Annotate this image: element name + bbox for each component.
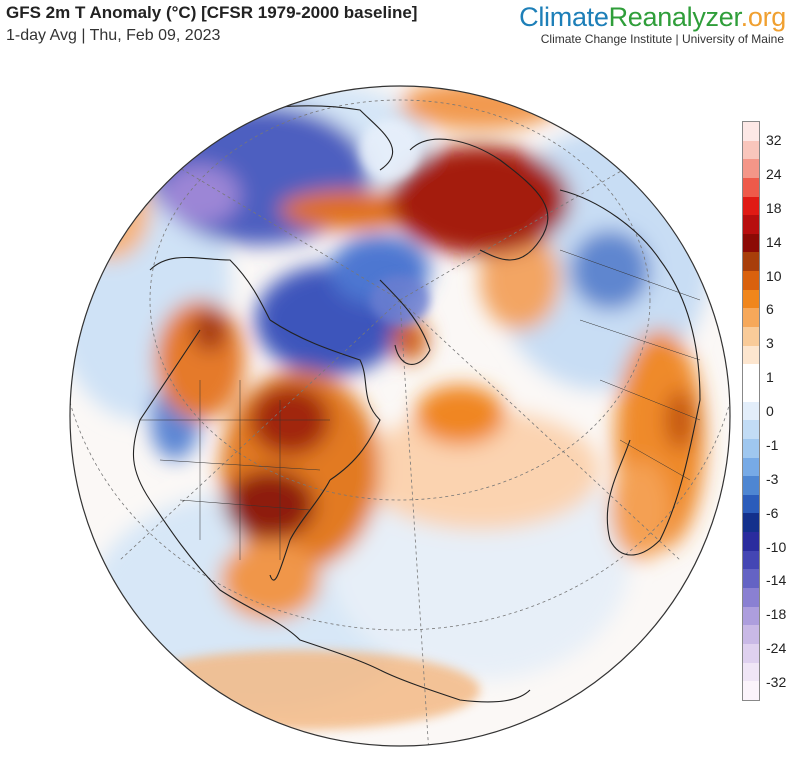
legend-swatch — [743, 289, 759, 309]
legend-tick-label: -3 — [766, 470, 779, 487]
legend-swatch — [743, 681, 759, 700]
affiliation: Climate Change Institute | University of… — [540, 32, 784, 46]
legend-swatch — [743, 364, 759, 383]
brand-climate: Climate — [519, 2, 609, 32]
legend-swatch — [743, 532, 759, 551]
legend-tick-label: 24 — [766, 165, 782, 182]
legend-tick-label: -1 — [766, 436, 779, 453]
legend-swatch — [743, 159, 759, 178]
legend-swatch — [743, 457, 759, 477]
legend-swatch — [743, 382, 759, 402]
legend-tick-label: -24 — [766, 640, 787, 657]
legend-tick-label: -32 — [766, 674, 787, 690]
legend-tick-label: -18 — [766, 606, 787, 623]
legend-tick-label: 14 — [766, 233, 782, 250]
legend-swatch — [743, 625, 759, 644]
globe-surface — [70, 86, 730, 746]
legend-tick-label: 0 — [766, 403, 774, 419]
legend-tick-label: 32 — [766, 132, 782, 148]
legend-swatch — [743, 494, 759, 514]
legend-swatch — [743, 345, 759, 365]
legend-swatch — [743, 327, 759, 346]
legend-tick-label: 6 — [766, 301, 774, 318]
legend-tick-label: 10 — [766, 267, 782, 284]
subtitle: 1-day Avg | Thu, Feb 09, 2023 — [6, 27, 221, 44]
legend-swatch — [743, 569, 759, 589]
graticule — [70, 86, 730, 746]
legend-swatch — [743, 271, 759, 290]
legend-tick-label: -6 — [766, 504, 779, 521]
legend-tick-label: 1 — [766, 369, 774, 386]
legend-swatch — [743, 588, 759, 607]
brand-logo[interactable]: ClimateReanalyzer.org — [519, 2, 786, 33]
brand-org: .org — [740, 2, 787, 32]
anomaly-globe-map — [69, 85, 731, 747]
legend-swatch — [743, 177, 759, 197]
legend-tick-label: 3 — [766, 335, 774, 352]
title: GFS 2m T Anomaly (°C) [CFSR 1979-2000 ba… — [6, 3, 418, 22]
legend-swatch — [743, 662, 759, 682]
color-scale-legend — [742, 121, 760, 701]
legend-swatch — [743, 476, 759, 495]
legend-tick-label: -14 — [766, 572, 787, 589]
legend-swatch — [743, 438, 759, 458]
legend-swatch — [743, 401, 759, 421]
legend-tick-label: -10 — [766, 538, 787, 555]
legend-swatch — [743, 252, 759, 272]
globe-outline — [69, 85, 731, 747]
legend-swatch — [743, 122, 759, 141]
legend-swatch — [743, 643, 759, 663]
brand-reanalyzer: Reanalyzer — [608, 2, 741, 32]
legend-swatch — [743, 196, 759, 216]
borders — [140, 249, 701, 560]
legend-swatch — [743, 420, 759, 439]
legend-swatch — [743, 550, 759, 570]
legend-swatch — [743, 215, 759, 234]
legend-swatch — [743, 233, 759, 253]
legend-swatch — [743, 308, 759, 328]
legend-swatch — [743, 606, 759, 626]
legend-tick-label: 18 — [766, 199, 782, 216]
legend-swatch — [743, 140, 759, 160]
legend-swatch — [743, 513, 759, 533]
